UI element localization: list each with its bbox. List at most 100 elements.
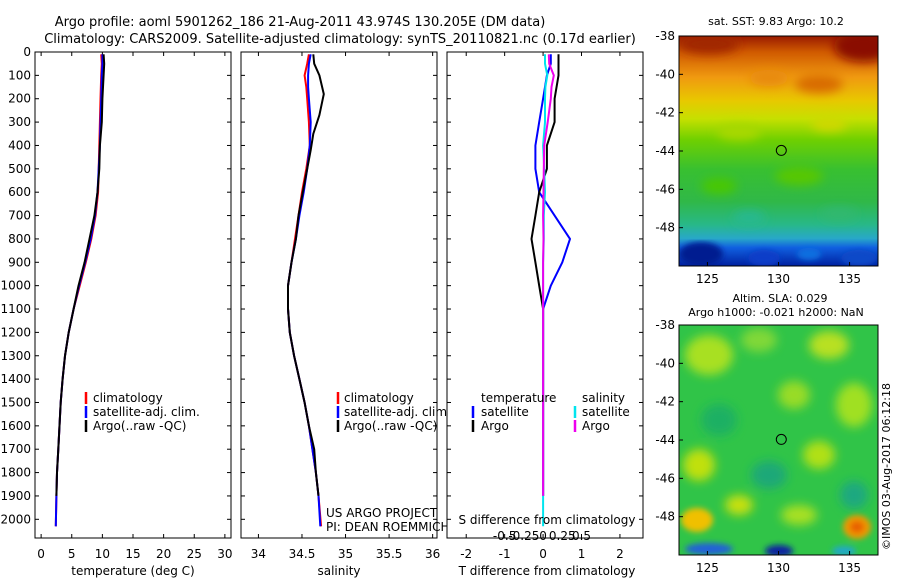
legend-label-climatology: climatology <box>93 391 163 405</box>
difference-series <box>530 54 571 527</box>
map-y-tick-label: -46 <box>655 471 675 485</box>
depth-tick-label: 900 <box>8 255 31 269</box>
imos-watermark: ©IMOS 03-Aug-2017 06:12:18 <box>880 383 893 550</box>
pi-credit: PI: DEAN ROEMMICH <box>326 520 449 534</box>
series-line-argo-raw-qc- <box>55 54 106 496</box>
figure-subtitle: Climatology: CARS2009. Satellite-adjuste… <box>44 32 636 47</box>
legend-label-argo: Argo(..raw -QC) <box>344 419 437 433</box>
x-tick-label: 10 <box>95 547 110 561</box>
x-tick-label: 5 <box>68 547 76 561</box>
t-difference-label: T difference from climatology <box>458 564 636 578</box>
x-tick-label: 34.5 <box>289 547 316 561</box>
salinity-panel: 34 34.5 35 35.5 36 salinity climatology sate… <box>240 51 451 578</box>
s-tick-label: -0.25 <box>508 529 539 543</box>
depth-tick-label: 1600 <box>0 419 31 433</box>
depth-tick-label: 200 <box>8 92 31 106</box>
series-line-salinity-argo <box>542 54 555 496</box>
difference-panel: -2 -1 0 1 2 -0.5-0.25 0 0.250.5 S difference f… <box>446 51 644 578</box>
argo-location-marker <box>775 433 787 445</box>
sst-map-axes: 125 130 135 -38 -40 -42 -44 -46 -48 <box>655 29 861 286</box>
x-tick-label: 2 <box>616 547 624 561</box>
map-y-tick-label: -38 <box>655 29 675 43</box>
sla-map-axes: 125 130 135 -38 -40 -42 -44 -46 -48 <box>655 318 861 575</box>
depth-tick-label: 0 <box>23 45 31 59</box>
depth-tick-label: 100 <box>8 68 31 82</box>
s-tick-label: -0.5 <box>493 529 516 543</box>
legend-label-s-satellite: satellite <box>582 405 630 419</box>
map-y-tick-label: -40 <box>655 67 675 81</box>
temperature-legend: climatology satellite-adj. clim. Argo(..… <box>84 391 200 433</box>
salinity-plot-frame <box>240 51 438 539</box>
x-tick-label: 35 <box>338 547 353 561</box>
depth-tick-label: 500 <box>8 162 31 176</box>
legend-label-satellite: satellite-adj. clim. <box>344 405 451 419</box>
temperature-axis: 0 5 10 15 20 25 30 <box>37 52 233 561</box>
project-credit: US ARGO PROJECT <box>326 506 438 520</box>
sst-map-panel: sat. SST: 9.83 Argo: 10.2 <box>655 15 879 286</box>
temperature-series <box>54 54 106 527</box>
x-tick-label: 30 <box>217 547 232 561</box>
map-y-tick-label: -44 <box>655 433 675 447</box>
sla-map-panel: Altim. SLA: 0.029 Argo h1000: -0.021 h20… <box>655 292 879 575</box>
difference-depth-ticks <box>447 51 643 520</box>
x-tick-label: 15 <box>125 547 140 561</box>
depth-tick-label: 1300 <box>0 349 31 363</box>
salinity-depth-ticks <box>241 51 437 520</box>
x-tick-label: 36 <box>425 547 440 561</box>
x-tick-label: -1 <box>499 547 511 561</box>
depth-tick-label: 1900 <box>0 489 31 503</box>
depth-tick-label: 700 <box>8 209 31 223</box>
map-x-tick-label: 130 <box>767 561 790 575</box>
map-y-tick-label: -46 <box>655 182 675 196</box>
temperature-plot-frame <box>34 51 232 539</box>
sst-heatmap <box>679 36 878 266</box>
depth-axis: 0 100 200 300 400 500 600 700 800 900 1000 1100 1200… <box>0 45 231 526</box>
depth-tick-label: 1000 <box>0 279 31 293</box>
depth-tick-label: 1100 <box>0 302 31 316</box>
x-tick-label: 25 <box>187 547 202 561</box>
legend-label-argo: Argo(..raw -QC) <box>93 419 186 433</box>
depth-tick-label: 1800 <box>0 466 31 480</box>
salinity-legend: climatology satellite-adj. clim. Argo(..… <box>336 391 451 433</box>
s-difference-axis: -0.5-0.25 0 0.250.5 <box>493 529 591 543</box>
s-difference-label: S difference from climatology <box>459 513 636 527</box>
x-tick-label: -2 <box>460 547 472 561</box>
map-y-tick-label: -38 <box>655 318 675 332</box>
legend-label-satellite: satellite-adj. clim. <box>93 405 200 419</box>
depth-tick-label: 1700 <box>0 442 31 456</box>
depth-tick-label: 800 <box>8 232 31 246</box>
salinity-series <box>287 54 325 527</box>
map-y-tick-label: -44 <box>655 144 675 158</box>
legend-label-t-satellite: satellite <box>481 405 529 419</box>
legend-label-climatology: climatology <box>344 391 414 405</box>
sla-map-title: Altim. SLA: 0.029 <box>732 292 827 305</box>
legend-title-salinity: salinity <box>582 391 625 405</box>
sst-map-title: sat. SST: 9.83 Argo: 10.2 <box>708 15 844 28</box>
map-y-tick-label: -42 <box>655 395 675 409</box>
depth-tick-label: 2000 <box>0 512 31 526</box>
map-x-tick-label: 135 <box>838 561 861 575</box>
map-x-tick-label: 125 <box>696 561 719 575</box>
sla-map-subtitle: Argo h1000: -0.021 h2000: NaN <box>688 306 864 319</box>
map-x-tick-label: 135 <box>838 272 861 286</box>
depth-tick-label: 1400 <box>0 372 31 386</box>
figure-title: Argo profile: aoml 5901262_186 21-Aug-20… <box>55 15 546 30</box>
map-y-tick-label: -48 <box>655 221 675 235</box>
argo-location-marker <box>775 144 787 156</box>
x-tick-label: 20 <box>156 547 171 561</box>
s-tick-label: 0.25 <box>549 529 576 543</box>
temperature-panel: 0100200300400500600700800900100011001200… <box>0 45 232 578</box>
map-y-tick-label: -48 <box>655 510 675 524</box>
depth-tick-label: 1200 <box>0 325 31 339</box>
temperature-axis-label: temperature (deg C) <box>71 564 194 578</box>
map-y-tick-label: -40 <box>655 356 675 370</box>
map-x-tick-label: 125 <box>696 272 719 286</box>
depth-tick-label: 400 <box>8 138 31 152</box>
difference-legend: temperature satellite Argo salinity sate… <box>471 391 630 433</box>
map-x-tick-label: 130 <box>767 272 790 286</box>
x-tick-label: 35.5 <box>376 547 403 561</box>
x-tick-label: 0 <box>539 547 547 561</box>
depth-tick-label: 300 <box>8 115 31 129</box>
x-tick-label: 0 <box>37 547 45 561</box>
